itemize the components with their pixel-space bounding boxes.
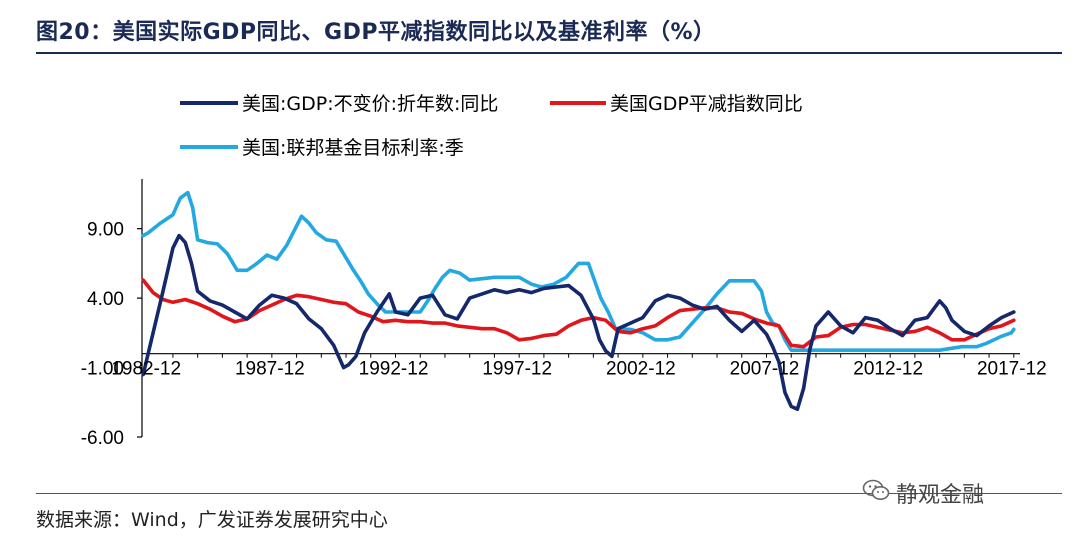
- y-tick-label: 9.00: [87, 220, 124, 241]
- x-tick-label: 1992-12: [359, 359, 429, 380]
- legend-label-fedfunds: 美国:联邦基金目标利率:季: [242, 137, 464, 159]
- legend: 美国:GDP:不变价:折年数:同比 美国GDP平减指数同比 美国:联邦基金目标利…: [180, 93, 803, 159]
- x-tick-label: 1987-12: [235, 359, 305, 380]
- y-tick-label: -1.00: [81, 359, 124, 380]
- legend-label-deflator: 美国GDP平减指数同比: [610, 93, 803, 115]
- line-chart: 美国:GDP:不变价:折年数:同比 美国GDP平减指数同比 美国:联邦基金目标利…: [81, 93, 1047, 449]
- data-source: 数据来源：Wind，广发证券发展研究中心: [36, 509, 388, 531]
- x-tick-label: 2007-12: [730, 359, 800, 380]
- x-tick-label: 1997-12: [482, 359, 552, 380]
- x-tick-label: 2017-12: [977, 359, 1047, 380]
- axes: 9.00 4.00 -1.00 -6.00: [81, 179, 1020, 449]
- title-rule: [36, 52, 1062, 54]
- series-lines: [141, 190, 1016, 412]
- x-tick-label: 1982-12: [111, 359, 181, 380]
- legend-label-gdp: 美国:GDP:不变价:折年数:同比: [242, 93, 498, 115]
- series-line-deflator: [141, 278, 1016, 349]
- x-tick-label: 2002-12: [606, 359, 676, 380]
- x-tick-label: 2012-12: [853, 359, 923, 380]
- series-line-fedfunds: [141, 190, 1016, 353]
- y-tick-label: 4.00: [87, 289, 124, 310]
- footer-rule: [36, 493, 1062, 494]
- series-line-gdp: [141, 233, 1016, 412]
- brand-watermark: 静观金融: [896, 483, 985, 508]
- chart-title: 图20：美国实际GDP同比、GDP平减指数同比以及基准利率（%）: [36, 20, 716, 45]
- x-tick-labels: 1982-12 1987-12 1992-12 1997-12 2002-12 2007-…: [111, 359, 1046, 380]
- wechat-icon: [862, 479, 890, 500]
- y-tick-label: -6.00: [81, 428, 124, 449]
